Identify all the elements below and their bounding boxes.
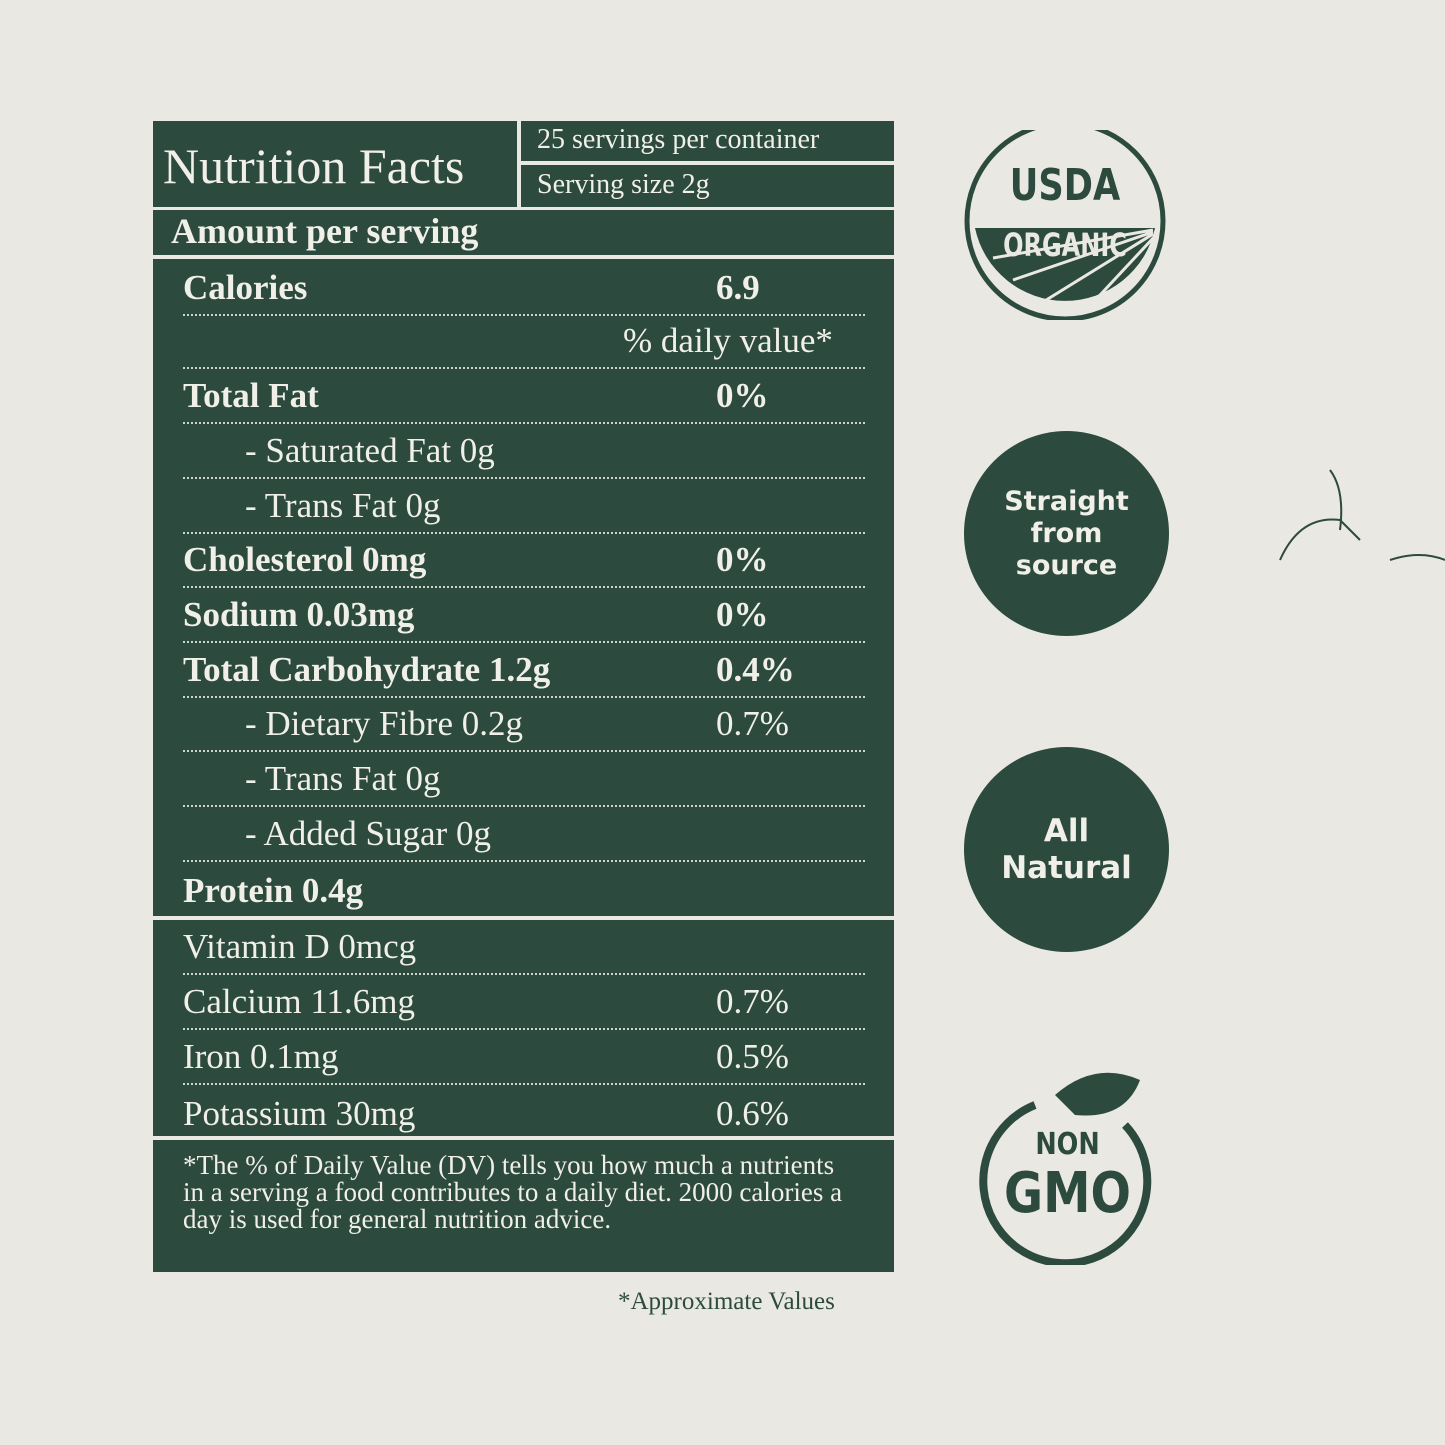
nutrient-name: Calories (183, 268, 308, 307)
vitamin-row: Vitamin D 0mcg (183, 920, 865, 975)
badge-line: source (1015, 549, 1118, 581)
nutrient-value: 0% (716, 376, 769, 415)
nutrient-name: Total Carbohydrate 1.2g (183, 650, 551, 689)
nutrient-value: 0.7% (716, 704, 789, 743)
all-natural-badge: All Natural (964, 747, 1169, 952)
nutrient-name: Total Fat (183, 376, 319, 415)
vitamin-row: Iron 0.1mg 0.5% (183, 1030, 865, 1085)
nutrient-value: 6.9 (716, 268, 760, 307)
vitamin-row: Potassium 30mg 0.6% (183, 1085, 865, 1140)
serving-size: Serving size 2g (537, 169, 710, 200)
vitamin-value: 0.5% (716, 1037, 789, 1076)
amount-per-serving: Amount per serving (171, 211, 479, 251)
nutrient-row: Total Carbohydrate 1.2g 0.4% (183, 643, 865, 698)
nutrient-row: - Added Sugar 0g (183, 807, 865, 862)
organic-text: ORGANIC (1003, 226, 1127, 264)
vitamin-value: 0.7% (716, 982, 789, 1021)
footnote-text: *The % of Daily Value (DV) tells you how… (183, 1150, 843, 1234)
serving-size-cell: Serving size 2g (521, 165, 894, 207)
badge-line: Natural (1001, 849, 1132, 886)
approximate-values-note: *Approximate Values (618, 1288, 835, 1315)
footnote-box: *The % of Daily Value (DV) tells you how… (153, 1140, 894, 1272)
badge-line: All (1043, 812, 1090, 849)
vitamin-name: Vitamin D 0mcg (183, 927, 417, 966)
amount-per-serving-bar: Amount per serving (153, 210, 894, 255)
vitamin-name: Potassium 30mg (183, 1094, 416, 1133)
nutrient-name: - Dietary Fibre 0.2g (245, 704, 523, 743)
nutrient-value: 0% (716, 595, 769, 634)
nutrition-facts-title: Nutrition Facts (163, 138, 465, 194)
nutrient-name: - Added Sugar 0g (245, 814, 491, 853)
usda-organic-icon: USDA ORGANIC (963, 120, 1167, 322)
non-text: NON (1035, 1127, 1100, 1162)
nutrient-name: Protein 0.4g (183, 871, 364, 910)
nutrient-value: 0% (716, 540, 769, 579)
nutrient-row: Calories 6.9 (183, 261, 865, 316)
badge-line: Straight (1004, 485, 1129, 517)
nutrient-name: Sodium 0.03mg (183, 595, 415, 634)
straight-from-source-badge: Straight from source (964, 431, 1169, 636)
vitamin-name: Calcium 11.6mg (183, 982, 416, 1021)
servings-cell: 25 servings per container (521, 121, 894, 161)
nutrient-name: - Trans Fat 0g (245, 759, 441, 798)
usda-text: USDA (1009, 160, 1121, 211)
nutrient-row: - Trans Fat 0g (183, 752, 865, 807)
nutrient-name: - Saturated Fat 0g (245, 431, 495, 470)
vitamin-name: Iron 0.1mg (183, 1037, 339, 1076)
nutrient-section: Calories 6.9 % daily value* Total Fat 0% - Sa… (153, 259, 894, 916)
bamboo-illustration (1279, 469, 1445, 561)
gmo-text: GMO (1004, 1161, 1131, 1226)
nutrient-name: Cholesterol 0mg (183, 540, 427, 579)
vitamin-value: 0.6% (716, 1094, 789, 1133)
non-gmo-icon: NON GMO (975, 1065, 1160, 1268)
nutrient-row: Protein 0.4g (183, 862, 865, 917)
nutrient-row: - Dietary Fibre 0.2g 0.7% (183, 697, 865, 752)
nutrient-row: Total Fat 0% (183, 369, 865, 424)
nutrient-row: Cholesterol 0mg 0% (183, 533, 865, 588)
nutrient-row: - Trans Fat 0g (183, 479, 865, 534)
nutrient-name: - Trans Fat 0g (245, 486, 441, 525)
nutrient-value: % daily value* (623, 321, 833, 360)
vitamin-section: Vitamin D 0mcg Calcium 11.6mg 0.7% Iron 0.1… (153, 920, 894, 1136)
vitamin-row: Calcium 11.6mg 0.7% (183, 975, 865, 1030)
servings-per-container: 25 servings per container (537, 124, 820, 155)
nutrient-row: - Saturated Fat 0g (183, 424, 865, 479)
nutrient-row: Sodium 0.03mg 0% (183, 588, 865, 643)
nutrient-row: % daily value* (183, 314, 865, 369)
badge-line: from (1030, 517, 1103, 549)
nutrient-value: 0.4% (716, 650, 795, 689)
title-cell: Nutrition Facts (153, 121, 517, 207)
